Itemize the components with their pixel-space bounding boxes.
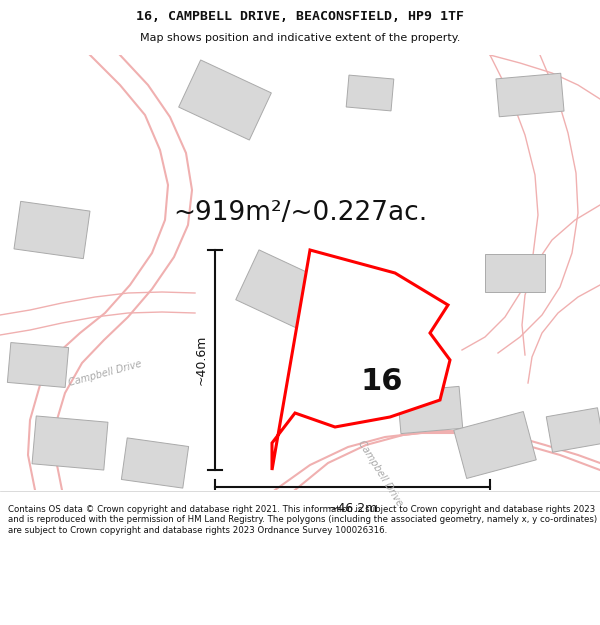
Text: ~40.6m: ~40.6m [194, 335, 208, 385]
Text: 16, CAMPBELL DRIVE, BEACONSFIELD, HP9 1TF: 16, CAMPBELL DRIVE, BEACONSFIELD, HP9 1T… [136, 11, 464, 24]
Text: Campbell Drive: Campbell Drive [67, 358, 143, 387]
Polygon shape [454, 411, 536, 479]
Polygon shape [236, 250, 324, 330]
Polygon shape [485, 254, 545, 292]
Text: ~46.2m: ~46.2m [328, 503, 377, 516]
Text: Campbell Drive: Campbell Drive [356, 438, 404, 508]
Text: Map shows position and indicative extent of the property.: Map shows position and indicative extent… [140, 33, 460, 43]
Polygon shape [546, 408, 600, 452]
Text: Contains OS data © Crown copyright and database right 2021. This information is : Contains OS data © Crown copyright and d… [8, 505, 597, 535]
Text: 16: 16 [361, 368, 403, 396]
Polygon shape [306, 331, 384, 399]
Polygon shape [32, 416, 108, 470]
Polygon shape [272, 250, 450, 470]
Polygon shape [346, 75, 394, 111]
Polygon shape [397, 386, 463, 434]
Polygon shape [496, 73, 564, 117]
Text: ~919m²/~0.227ac.: ~919m²/~0.227ac. [173, 200, 427, 226]
Polygon shape [179, 60, 271, 140]
Polygon shape [7, 342, 68, 388]
Polygon shape [14, 201, 90, 259]
Polygon shape [121, 438, 188, 488]
